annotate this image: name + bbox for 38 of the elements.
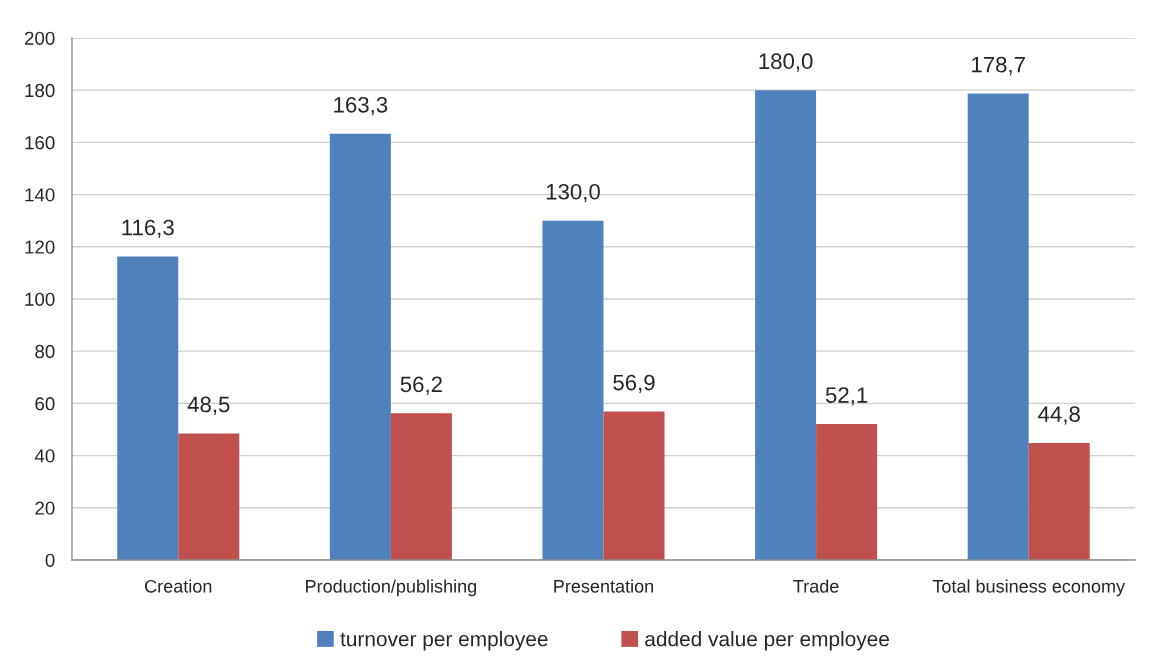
data-label: 56,9 — [613, 374, 655, 394]
data-label: 52,1 — [825, 387, 868, 406]
x-tick-label: Production/publishing — [306, 579, 477, 597]
data-label: 178,7 — [972, 56, 1025, 76]
legend-label: added value per employee — [645, 631, 889, 651]
bar — [816, 423, 878, 560]
x-tick-label: Trade — [793, 579, 839, 593]
y-tick-label: 120 — [25, 240, 55, 254]
bar — [390, 413, 452, 560]
data-label: 163,3 — [334, 96, 388, 116]
bar — [542, 220, 604, 560]
y-tick-label: 180 — [25, 83, 55, 98]
data-label: 48,5 — [187, 396, 230, 415]
y-tick-label: 60 — [35, 397, 55, 411]
legend-label: turnover per employee — [340, 631, 548, 651]
data-label: 56,2 — [400, 376, 442, 395]
data-label: 130,0 — [546, 183, 600, 203]
y-tick-label: 200 — [24, 31, 55, 45]
bar — [967, 93, 1029, 560]
data-label: 44,8 — [1038, 406, 1080, 425]
data-label: 180,0 — [759, 53, 813, 72]
bar — [1028, 443, 1090, 560]
y-tick-label: 160 — [25, 136, 55, 150]
y-tick-label: 40 — [34, 449, 55, 463]
bar — [329, 133, 391, 560]
y-tick-label: 140 — [25, 188, 55, 202]
bar — [755, 90, 817, 560]
data-label: 116,3 — [122, 219, 174, 238]
y-tick-label: 0 — [45, 553, 55, 567]
y-tick-label: 20 — [35, 501, 55, 515]
bar — [178, 433, 240, 560]
bar — [603, 411, 665, 560]
y-tick-label: 100 — [25, 292, 55, 306]
x-tick-label: Total business economy — [932, 579, 1126, 597]
bar — [117, 256, 179, 560]
y-tick-label: 80 — [35, 344, 55, 359]
x-tick-label: Creation — [145, 579, 212, 593]
x-tick-label: Presentation — [554, 579, 654, 593]
